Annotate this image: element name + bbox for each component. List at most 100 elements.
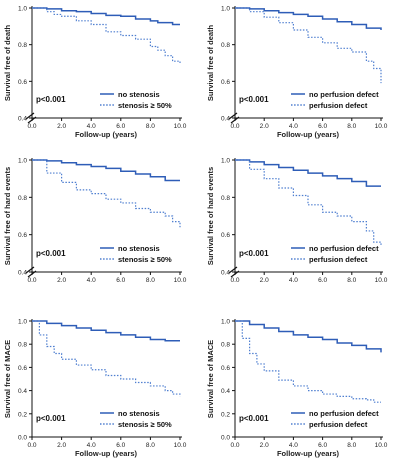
y-tick-label: 0.8 [221, 42, 230, 49]
survival-curve-solid [32, 159, 180, 182]
x-axis-label: Follow-up (years) [75, 130, 138, 139]
x-tick-label: 0.0 [230, 277, 239, 284]
survival-curve-dotted [32, 7, 181, 63]
y-tick-label: 0.8 [221, 195, 230, 202]
survival-curve-dotted [235, 320, 381, 403]
y-tick-label: 0.4 [18, 270, 27, 277]
p-value-annotation: p<0.001 [239, 414, 269, 423]
chart-panel-5: 0.0 0.2 0.4 0.6 0.8 1.0 0.0 2.0 4.0 6.0 8.0 10.0 Sur… [3, 319, 187, 459]
survival-curve-solid [32, 320, 180, 342]
x-tick-label: 2.0 [260, 442, 269, 449]
x-tick-label: 6.0 [318, 123, 327, 130]
legend-entry: stenosis ≥ 50% [118, 101, 172, 110]
y-axis-label: Survival free of hard events [3, 167, 12, 265]
y-tick-label: 0.0 [221, 435, 230, 442]
y-tick-label: 1.0 [221, 158, 230, 165]
x-tick-label: 4.0 [87, 123, 96, 130]
x-tick-label: 10.0 [174, 123, 187, 130]
legend-entry: perfusion defect [309, 101, 368, 110]
x-tick-label: 10.0 [375, 277, 388, 284]
x-tick-label: 6.0 [318, 277, 327, 284]
x-tick-label: 0.0 [27, 277, 36, 284]
x-tick-label: 8.0 [146, 277, 155, 284]
legend-entry: no perfusion defect [309, 90, 379, 99]
x-tick-label: 6.0 [116, 277, 125, 284]
y-tick-label: 0.8 [18, 342, 27, 349]
y-tick-label: 0.6 [221, 79, 230, 86]
y-tick-label: 1.0 [18, 158, 27, 165]
x-tick-label: 8.0 [347, 277, 356, 284]
x-axis-label: Follow-up (years) [277, 130, 340, 139]
y-axis-label: Survival free of death [3, 24, 12, 101]
y-tick-label: 0.4 [18, 116, 27, 123]
x-tick-label: 2.0 [260, 277, 269, 284]
y-tick-label: 0.4 [18, 388, 27, 395]
p-value-annotation: p<0.001 [36, 95, 66, 104]
x-tick-label: 2.0 [57, 123, 66, 130]
y-tick-label: 0.4 [221, 116, 230, 123]
legend-entry: perfusion defect [309, 420, 368, 429]
axis-break-mark [228, 112, 238, 120]
chart-panel-1: 0.4 0.6 0.8 1.0 0.0 2.0 4.0 6.0 8.0 10.0 Survival … [3, 6, 187, 140]
survival-curve-solid [32, 7, 180, 26]
x-tick-label: 10.0 [174, 442, 187, 449]
x-tick-label: 4.0 [289, 123, 298, 130]
x-axis-label: Follow-up (years) [277, 449, 340, 458]
legend-entry: no perfusion defect [309, 244, 379, 253]
y-tick-label: 1.0 [18, 6, 27, 13]
y-tick-label: 0.4 [221, 270, 230, 277]
legend-entry: no stenosis [118, 409, 160, 418]
survival-curve-dotted [235, 7, 382, 84]
p-value-annotation: p<0.001 [239, 95, 269, 104]
legend-entry: no stenosis [118, 90, 160, 99]
x-tick-label: 8.0 [146, 123, 155, 130]
axis-break-mark [25, 266, 35, 274]
x-tick-label: 6.0 [318, 442, 327, 449]
x-tick-label: 2.0 [57, 442, 66, 449]
x-tick-label: 4.0 [87, 442, 96, 449]
x-tick-label: 8.0 [347, 123, 356, 130]
y-axis-label: Survival free of MACE [3, 340, 12, 418]
y-axis-label: Survival free of hard events [206, 167, 215, 265]
x-tick-label: 10.0 [174, 277, 187, 284]
axis-break-mark [25, 112, 35, 120]
survival-curve-dotted [235, 159, 382, 246]
chart-panel-3: 0.4 0.6 0.8 1.0 0.0 2.0 4.0 6.0 8.0 10.0 Survival … [3, 158, 187, 285]
x-tick-label: 0.0 [230, 123, 239, 130]
y-tick-label: 0.2 [221, 411, 230, 418]
axis-break-mark [228, 266, 238, 274]
legend-entry: stenosis ≥ 50% [118, 255, 172, 264]
p-value-annotation: p<0.001 [239, 249, 269, 258]
y-tick-label: 0.6 [221, 365, 230, 372]
y-tick-label: 0.4 [221, 388, 230, 395]
chart-panel-2: 0.4 0.6 0.8 1.0 0.0 2.0 4.0 6.0 8.0 10.0 Survival … [206, 6, 388, 140]
survival-curve-dotted [32, 159, 181, 228]
x-tick-label: 10.0 [375, 442, 388, 449]
y-tick-label: 0.6 [18, 365, 27, 372]
survival-curve-solid [235, 159, 381, 187]
x-tick-label: 0.0 [230, 442, 239, 449]
x-tick-label: 0.0 [27, 123, 36, 130]
x-tick-label: 4.0 [87, 277, 96, 284]
x-tick-label: 6.0 [116, 123, 125, 130]
legend-entry: no stenosis [118, 244, 160, 253]
y-axis-label: Survival free of MACE [206, 340, 215, 418]
x-tick-label: 4.0 [289, 277, 298, 284]
y-tick-label: 1.0 [221, 6, 230, 13]
y-tick-label: 1.0 [18, 319, 27, 326]
y-tick-label: 0.8 [18, 195, 27, 202]
x-tick-label: 4.0 [289, 442, 298, 449]
y-tick-label: 0.0 [18, 435, 27, 442]
x-tick-label: 8.0 [146, 442, 155, 449]
chart-panel-4: 0.4 0.6 0.8 1.0 0.0 2.0 4.0 6.0 8.0 10.0 Survival … [206, 158, 388, 285]
y-tick-label: 0.6 [18, 79, 27, 86]
x-tick-label: 0.0 [27, 442, 36, 449]
legend-entry: stenosis ≥ 50% [118, 420, 172, 429]
p-value-annotation: p<0.001 [36, 414, 66, 423]
survival-curve-solid [235, 320, 382, 353]
x-tick-label: 10.0 [375, 123, 388, 130]
x-tick-label: 2.0 [57, 277, 66, 284]
y-axis-label: Survival free of death [206, 24, 215, 101]
x-axis-label: Follow-up (years) [75, 449, 138, 458]
